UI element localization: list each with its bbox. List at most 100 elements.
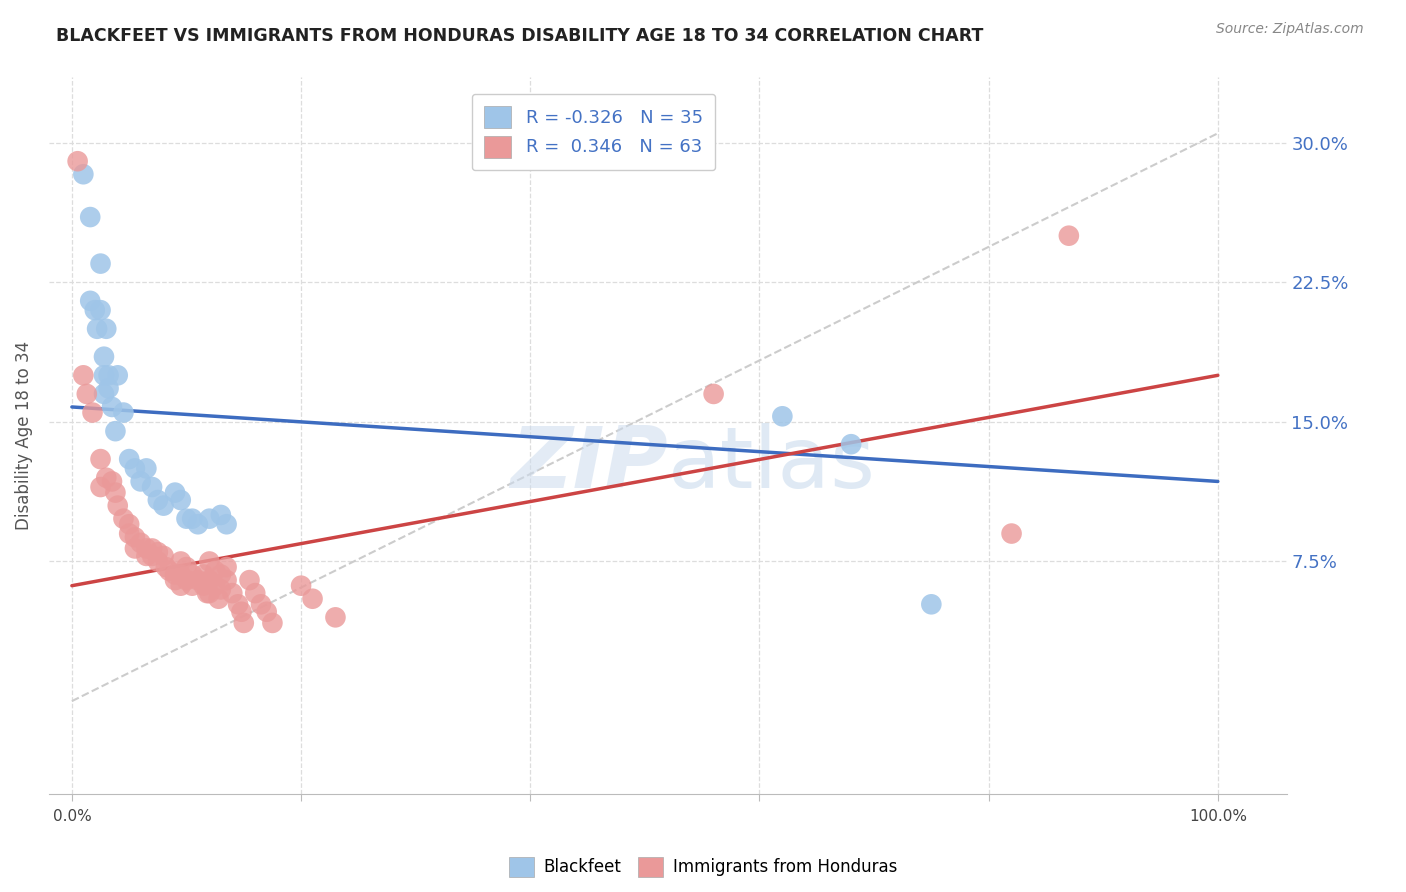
Point [198,586,221,600]
Point [129,536,152,550]
Point [118,452,141,467]
Point [96,471,118,485]
Point [129,475,152,489]
Point [141,480,163,494]
Point [181,511,204,525]
Point [703,387,725,401]
Point [209,567,232,582]
Text: 100.0%: 100.0% [1189,809,1247,824]
Point [141,549,163,563]
Point [93,368,115,383]
Point [209,582,232,597]
Point [256,605,278,619]
Point [107,499,129,513]
Point [152,499,174,513]
Point [96,322,118,336]
Point [66,154,89,169]
Point [118,526,141,541]
Point [97,368,120,383]
Point [97,381,120,395]
Point [135,541,157,556]
Text: 0.0%: 0.0% [52,809,91,824]
Point [72,368,94,383]
Point [90,303,112,318]
Point [187,573,209,587]
Point [83,303,105,318]
Point [124,530,146,544]
Point [198,554,221,568]
Point [195,586,218,600]
Point [920,597,942,611]
Point [90,452,112,467]
Point [198,511,221,525]
Point [250,597,273,611]
Point [170,567,193,582]
Text: atlas: atlas [668,423,876,506]
Point [112,511,135,525]
Point [209,508,232,522]
Point [146,545,169,559]
Point [1057,228,1080,243]
Point [204,579,226,593]
Point [290,579,312,593]
Point [82,406,104,420]
Point [93,387,115,401]
Point [135,549,157,563]
Point [93,350,115,364]
Point [176,573,198,587]
Point [221,586,243,600]
Point [112,406,135,420]
Point [170,493,193,508]
Point [90,257,112,271]
Point [135,461,157,475]
Point [770,409,793,424]
Point [215,573,238,587]
Point [104,424,127,438]
Point [181,567,204,582]
Point [124,541,146,556]
Text: BLACKFEET VS IMMIGRANTS FROM HONDURAS DISABILITY AGE 18 TO 34 CORRELATION CHART: BLACKFEET VS IMMIGRANTS FROM HONDURAS DI… [56,27,984,45]
Legend: Blackfeet, Immigrants from Honduras: Blackfeet, Immigrants from Honduras [502,850,904,884]
Point [101,475,124,489]
Point [124,461,146,475]
Point [163,567,186,582]
Point [90,480,112,494]
Text: Source: ZipAtlas.com: Source: ZipAtlas.com [1216,22,1364,37]
Point [238,573,260,587]
Point [163,485,186,500]
Point [118,517,141,532]
Point [170,554,193,568]
Point [262,615,284,630]
Point [104,485,127,500]
Point [146,493,169,508]
Point [204,564,226,578]
Point [86,322,108,336]
Point [176,511,198,525]
Point [146,554,169,568]
Point [839,437,862,451]
Point [107,368,129,383]
Point [157,564,180,578]
Point [226,597,249,611]
Y-axis label: Disability Age 18 to 34: Disability Age 18 to 34 [15,342,32,531]
Point [325,610,347,624]
Point [301,591,323,606]
Legend: R = -0.326   N = 35, R =  0.346   N = 63: R = -0.326 N = 35, R = 0.346 N = 63 [471,94,716,170]
Point [193,579,215,593]
Point [101,400,124,414]
Point [198,573,221,587]
Text: ZIP: ZIP [510,423,668,506]
Point [79,210,101,224]
Point [181,579,204,593]
Point [232,615,254,630]
Point [215,560,238,574]
Point [79,293,101,308]
Point [163,573,186,587]
Point [245,586,267,600]
Point [155,560,177,574]
Point [207,591,229,606]
Point [72,167,94,181]
Point [1000,526,1022,541]
Point [187,517,209,532]
Point [176,560,198,574]
